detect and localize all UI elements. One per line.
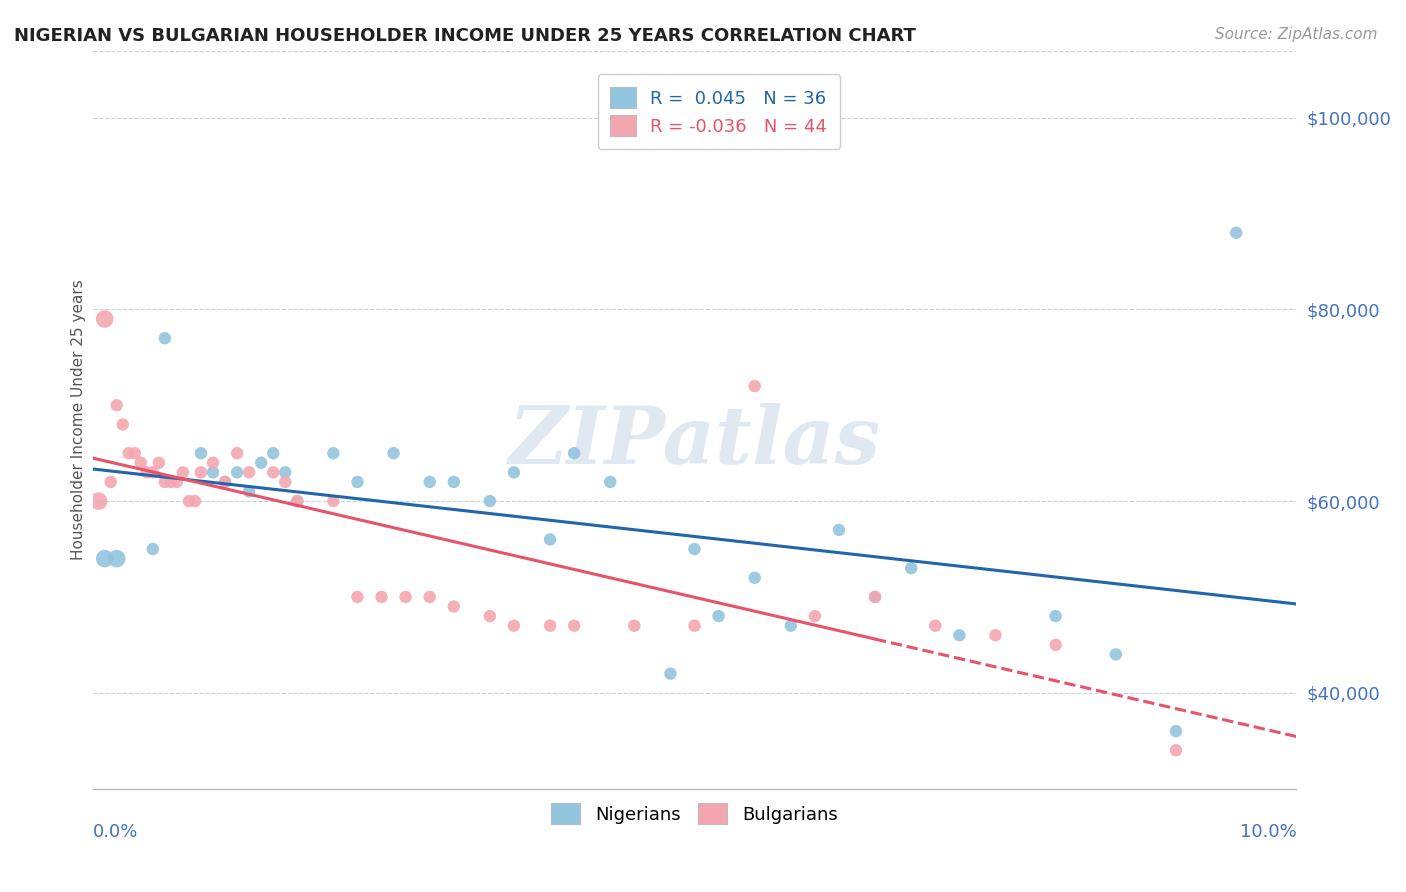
Point (250, 456, 273, 470)
Point (322, 446, 344, 460)
Point (190, 466, 212, 480)
Point (744, 571, 766, 585)
Point (153, 331, 176, 345)
Point (285, 494, 308, 508)
Point (863, 590, 886, 604)
Point (779, 618, 801, 632)
Point (105, 551, 128, 566)
Point (118, 446, 141, 460)
Point (238, 466, 260, 480)
Text: NIGERIAN VS BULGARIAN HOUSEHOLDER INCOME UNDER 25 YEARS CORRELATION CHART: NIGERIAN VS BULGARIAN HOUSEHOLDER INCOME… (14, 27, 915, 45)
Point (142, 541, 165, 556)
Point (1164, 724, 1187, 739)
Point (503, 466, 526, 480)
Point (214, 475, 236, 489)
Point (177, 494, 200, 508)
Point (190, 446, 212, 460)
Text: Source: ZipAtlas.com: Source: ZipAtlas.com (1215, 27, 1378, 42)
Point (184, 494, 207, 508)
Point (93, 312, 115, 326)
Point (683, 541, 706, 556)
Point (900, 561, 922, 575)
Point (262, 446, 284, 460)
Point (153, 475, 176, 489)
Point (285, 494, 308, 508)
Point (274, 475, 297, 489)
Point (100, 475, 122, 489)
Point (262, 466, 284, 480)
Point (346, 590, 368, 604)
Point (142, 466, 165, 480)
Point (863, 590, 886, 604)
Text: 0.0%: 0.0% (93, 823, 138, 841)
Text: ZIPatlas: ZIPatlas (509, 403, 880, 481)
Point (478, 494, 501, 508)
Point (1045, 638, 1067, 652)
Point (394, 590, 416, 604)
Point (135, 466, 157, 480)
Point (828, 523, 851, 537)
Point (201, 456, 224, 470)
Point (166, 475, 188, 489)
Point (562, 446, 585, 460)
Legend: Nigerians, Bulgarians: Nigerians, Bulgarians (544, 796, 845, 831)
Point (443, 475, 465, 489)
Point (478, 609, 501, 624)
Point (1164, 743, 1187, 757)
Point (274, 466, 297, 480)
Point (443, 599, 465, 614)
Point (93, 551, 115, 566)
Point (370, 590, 392, 604)
Point (599, 475, 621, 489)
Point (160, 475, 183, 489)
Point (804, 609, 827, 624)
Point (538, 618, 561, 632)
Point (1045, 609, 1067, 624)
Point (419, 590, 441, 604)
Point (226, 466, 249, 480)
Point (111, 417, 134, 432)
Point (562, 618, 585, 632)
Point (948, 628, 970, 642)
Point (172, 466, 194, 480)
Point (226, 446, 249, 460)
Point (984, 628, 1007, 642)
Point (346, 475, 368, 489)
Point (419, 475, 441, 489)
Point (707, 609, 730, 624)
Text: 10.0%: 10.0% (1240, 823, 1296, 841)
Point (382, 446, 405, 460)
Point (201, 466, 224, 480)
Point (924, 618, 946, 632)
Point (124, 446, 146, 460)
Point (538, 533, 561, 547)
Point (129, 456, 152, 470)
Point (744, 379, 766, 393)
Point (148, 456, 170, 470)
Point (105, 398, 128, 412)
Point (1225, 226, 1247, 240)
Y-axis label: Householder Income Under 25 years: Householder Income Under 25 years (72, 279, 86, 560)
Point (322, 494, 344, 508)
Point (623, 618, 645, 632)
Point (659, 666, 682, 681)
Point (238, 484, 260, 499)
Point (683, 618, 706, 632)
Point (214, 475, 236, 489)
Point (1105, 648, 1128, 662)
Point (503, 618, 526, 632)
Point (87, 494, 110, 508)
